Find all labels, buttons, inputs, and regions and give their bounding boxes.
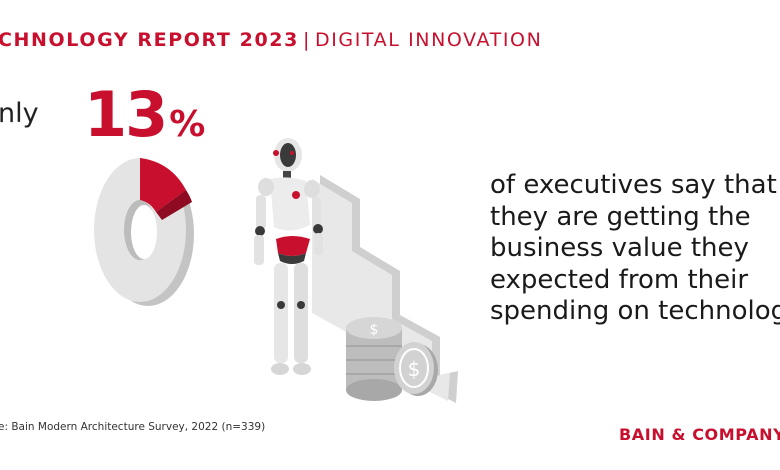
company-logo: BAIN & COMPANY bbox=[619, 425, 780, 444]
source-note: e: Bain Modern Architecture Survey, 2022… bbox=[0, 421, 266, 433]
robot-illustration bbox=[254, 138, 323, 375]
donut-hole bbox=[131, 205, 157, 259]
stat-number: 13 bbox=[84, 78, 168, 151]
stat-value: 13% bbox=[84, 78, 205, 151]
donut-illustration bbox=[94, 158, 194, 306]
robot-right-leg bbox=[294, 263, 308, 363]
statement-line: of executives say that bbox=[490, 170, 777, 200]
executive-statement: of executives say that they are getting … bbox=[490, 170, 780, 328]
report-header: CHNOLOGY REPORT 2023 | DIGITAL INNOVATION bbox=[0, 29, 542, 51]
dollar-sign-icon: $ bbox=[370, 322, 379, 338]
robot-left-leg bbox=[274, 263, 288, 363]
robot-waist bbox=[276, 236, 310, 256]
donut-highlight-side bbox=[156, 190, 192, 220]
statement-line: expected from their bbox=[490, 264, 749, 295]
statement-line: spending on technolog bbox=[490, 296, 780, 326]
donut-highlight-segment bbox=[140, 158, 186, 212]
header-separator: | bbox=[302, 29, 311, 51]
dollar-sign-icon: $ bbox=[408, 357, 421, 381]
stat-unit: % bbox=[169, 104, 206, 145]
stat-lead-text: nly bbox=[0, 98, 39, 129]
coin-stack-bottom bbox=[346, 379, 402, 401]
coin-stack-illustration: $ $ bbox=[346, 317, 438, 401]
statement-line: business value they bbox=[490, 233, 749, 263]
report-title: CHNOLOGY REPORT 2023 bbox=[0, 29, 299, 51]
report-subtitle: DIGITAL INNOVATION bbox=[314, 29, 543, 51]
statement-line: they are getting the bbox=[490, 201, 751, 232]
robot-torso bbox=[270, 177, 310, 231]
coin-stack-top bbox=[346, 317, 402, 339]
